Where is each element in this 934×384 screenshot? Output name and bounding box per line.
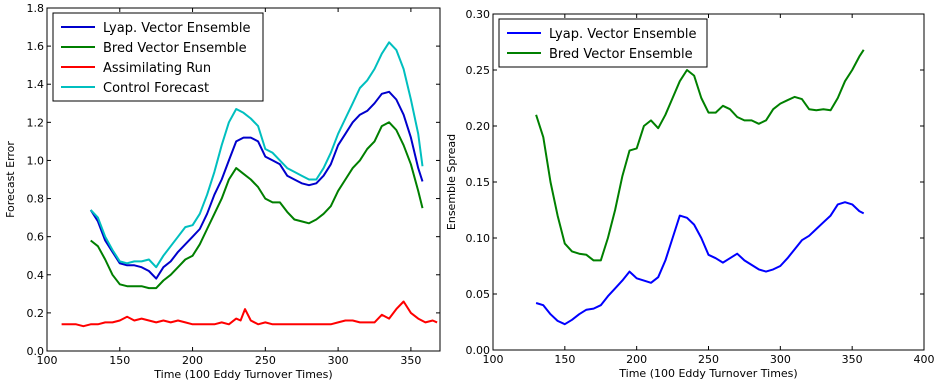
forecast-error-y-tick-label: 0.8 [27, 193, 45, 206]
ensemble-spread-legend-label-lyap-vector-ensemble: Lyap. Vector Ensemble [549, 27, 697, 42]
forecast-error-x-axis-label: Time (100 Eddy Turnover Times) [153, 368, 332, 381]
forecast-error-series-lyap-vector-ensemble [89, 90, 424, 280]
ensemble-spread-x-tick-label: 200 [626, 353, 647, 366]
ensemble-spread-y-tick-label: 0.15 [466, 176, 491, 189]
forecast-error-series-bred-vector-ensemble [90, 121, 424, 290]
ensemble-spread-lines [535, 49, 865, 326]
forecast-error-y-tick-label: 0.0 [27, 345, 45, 358]
forecast-error-y-tick-label: 0.2 [27, 307, 45, 320]
ensemble-spread-x-axis-label: Time (100 Eddy Turnover Times) [618, 367, 797, 380]
forecast-error-x-tick-label: 350 [400, 354, 421, 367]
ensemble-spread-chart: 100 150 200 250 300 350 400 0.00 0.05 0.10 0.15 0.2… [445, 8, 934, 380]
ensemble-spread-series-lyap-vector-ensemble [535, 201, 865, 326]
ensemble-spread-y-tick-label: 0.30 [466, 8, 491, 21]
forecast-error-x-tick-label: 100 [37, 354, 58, 367]
ensemble-spread-legend-label-bred-vector-ensemble: Bred Vector Ensemble [549, 47, 693, 62]
forecast-error-y-tick-label: 1.6 [27, 40, 45, 53]
forecast-error-legend-label-lyap-vector-ensemble: Lyap. Vector Ensemble [103, 21, 251, 36]
forecast-error-y-tick-label: 1.0 [27, 154, 45, 167]
ensemble-spread-x-tick-label: 350 [842, 353, 863, 366]
forecast-error-y-tick-label: 1.2 [27, 116, 45, 129]
forecast-error-x-tick-label: 300 [328, 354, 349, 367]
ensemble-spread-series-bred-vector-ensemble [535, 49, 865, 262]
forecast-error-series-control-forecast [89, 41, 424, 269]
forecast-error-x-tick-label: 250 [255, 354, 276, 367]
ensemble-spread-y-axis-label: Ensemble Spread [445, 134, 458, 230]
ensemble-spread-legend: Lyap. Vector Ensemble Bred Vector Ensembl… [498, 18, 708, 68]
ensemble-spread-y-tick-label: 0.20 [466, 120, 491, 133]
forecast-error-legend-label-bred-vector-ensemble: Bred Vector Ensemble [103, 41, 247, 56]
forecast-error-legend-label-control-forecast: Control Forecast [103, 81, 209, 96]
ensemble-spread-y-tick-label: 0.00 [466, 344, 491, 357]
ensemble-spread-x-tick-label: 150 [554, 353, 575, 366]
forecast-error-y-tick-label: 1.8 [27, 2, 45, 15]
forecast-error-ticks: 100 150 200 250 300 350 0.0 0.2 0.4 0.6 0.8 1.0 1.2 1… [27, 2, 440, 367]
forecast-error-x-tick-label: 200 [182, 354, 203, 367]
ensemble-spread-y-tick-label: 0.25 [466, 64, 491, 77]
forecast-error-y-tick-label: 0.4 [27, 269, 45, 282]
ensemble-spread-x-tick-label: 250 [698, 353, 719, 366]
forecast-error-chart: 100 150 200 250 300 350 0.0 0.2 0.4 0.6 0.8 1.0 1.2 1… [4, 2, 441, 381]
ensemble-spread-y-tick-label: 0.05 [466, 288, 491, 301]
ensemble-spread-ticks: 100 150 200 250 300 350 400 0.00 0.05 0.10 0.15 0.2… [466, 8, 934, 366]
ensemble-spread-legend-box [498, 18, 708, 68]
forecast-error-y-axis-label: Forecast Error [4, 141, 17, 218]
ensemble-spread-y-tick-label: 0.10 [466, 232, 491, 245]
forecast-error-x-tick-label: 150 [109, 354, 130, 367]
forecast-error-y-tick-label: 1.4 [27, 78, 45, 91]
forecast-error-axes-frame [46, 7, 441, 352]
ensemble-spread-x-tick-label: 300 [770, 353, 791, 366]
forecast-error-series-assimilating-run [61, 300, 438, 328]
ensemble-spread-x-tick-label: 400 [914, 353, 934, 366]
forecast-error-legend-label-assimilating-run: Assimilating Run [103, 61, 211, 76]
forecast-error-y-tick-label: 0.6 [27, 231, 45, 244]
forecast-error-legend: Lyap. Vector Ensemble Bred Vector Ensembl… [52, 12, 264, 102]
ensemble-spread-x-tick-label: 100 [483, 353, 504, 366]
forecast-error-lines [61, 41, 438, 328]
